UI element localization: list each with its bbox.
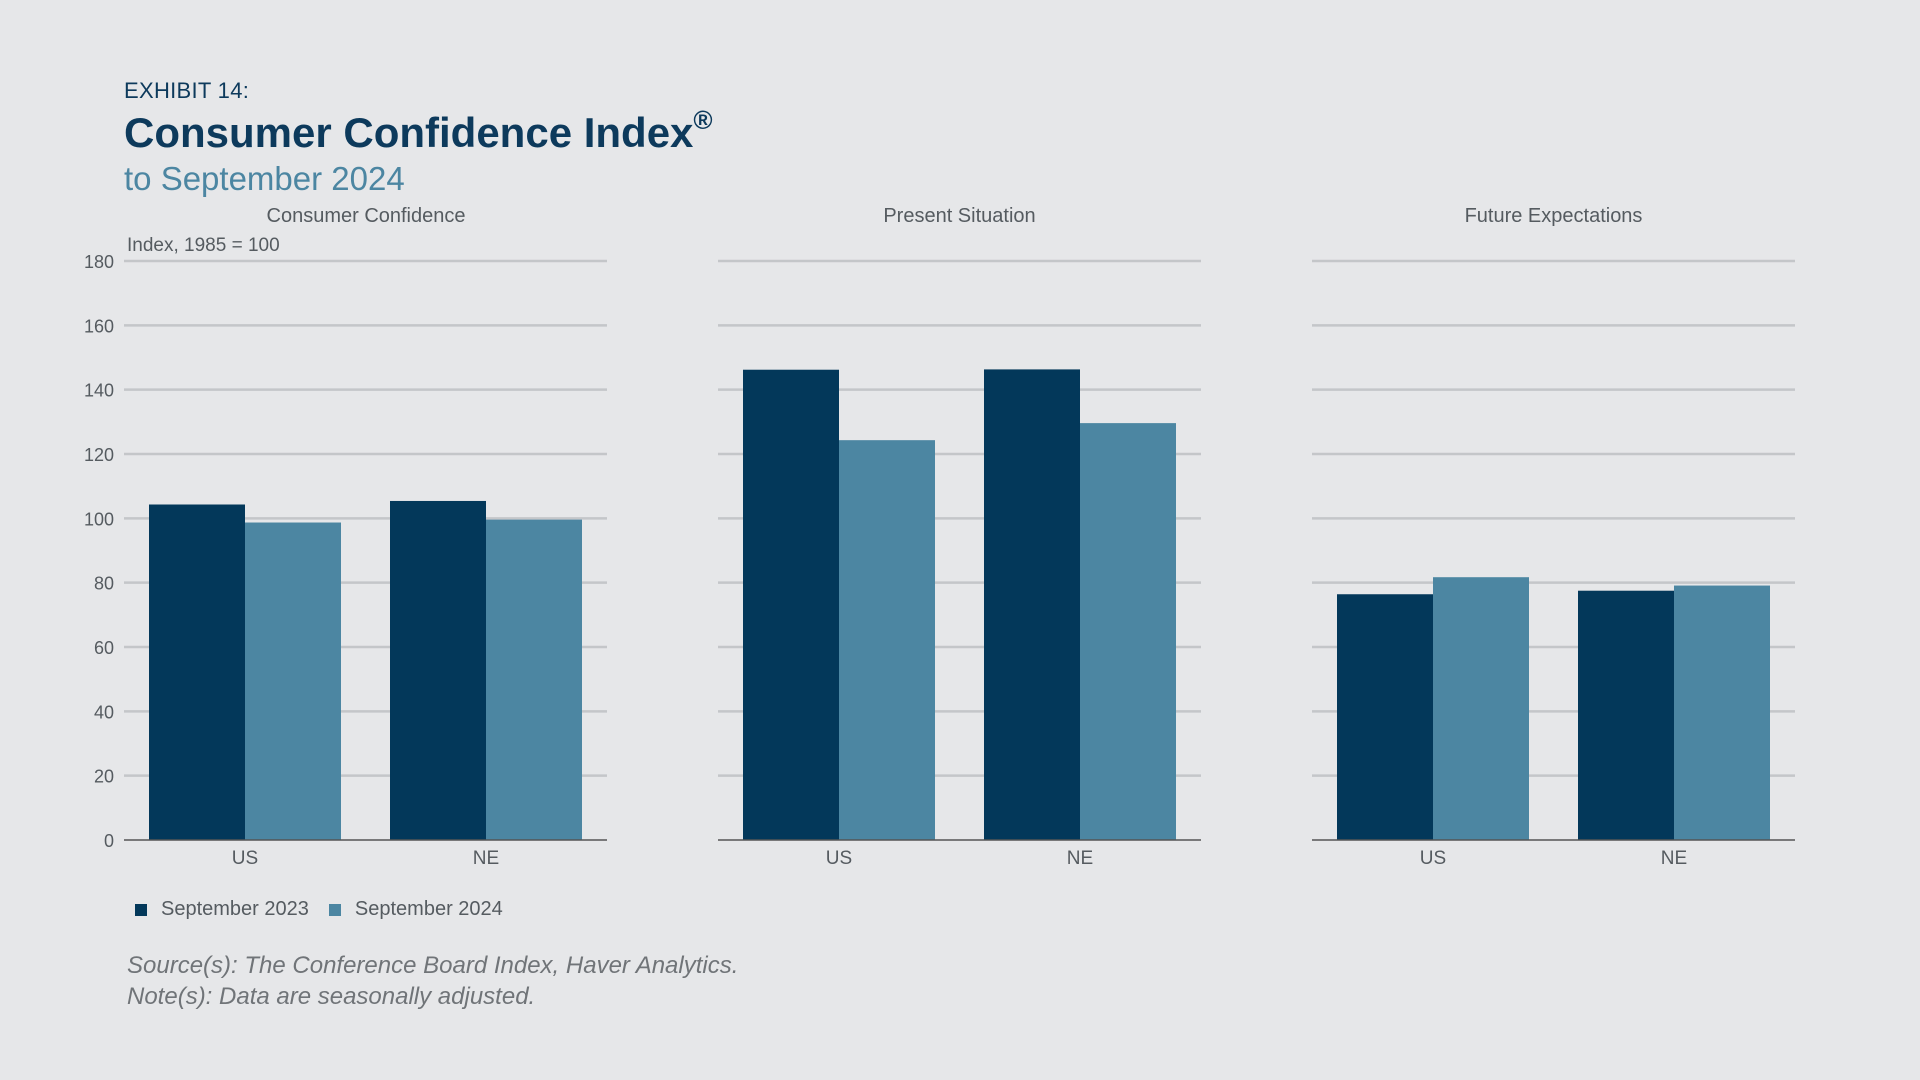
y-tick-label: 40 [94, 702, 114, 722]
bar [149, 504, 245, 840]
panel-title: Future Expectations [1465, 205, 1643, 227]
panel-title: Present Situation [883, 205, 1035, 227]
legend-item-sep-2023: September 2023 [135, 898, 309, 921]
bar [1080, 423, 1176, 840]
source-note: Source(s): The Conference Board Index, H… [127, 952, 739, 979]
bar [390, 500, 486, 840]
legend-label-sep-2023: September 2023 [161, 898, 309, 920]
legend: September 2023 September 2024 [135, 898, 523, 921]
y-tick-label: 120 [84, 445, 114, 465]
x-tick-label: US [826, 848, 852, 869]
x-tick-label: US [1420, 848, 1446, 869]
bar [1578, 590, 1674, 840]
y-axis-label: Index, 1985 = 100 [127, 235, 280, 256]
panel-title: Consumer Confidence [267, 205, 466, 227]
data-note: Note(s): Data are seasonally adjusted. [127, 983, 536, 1010]
registered-mark: ® [693, 105, 713, 135]
bar [1337, 594, 1433, 840]
legend-swatch-sep-2024 [328, 903, 341, 916]
bar [486, 519, 582, 840]
bar [743, 369, 839, 840]
bar [1674, 585, 1770, 840]
bar [984, 369, 1080, 840]
y-tick-label: 20 [94, 767, 114, 787]
legend-label-sep-2024: September 2024 [354, 898, 503, 920]
x-tick-label: NE [1661, 848, 1687, 869]
y-tick-label: 0 [104, 831, 114, 851]
x-tick-label: NE [1067, 848, 1093, 869]
legend-swatch-sep-2023 [135, 903, 147, 916]
y-tick-label: 80 [94, 574, 114, 594]
x-tick-label: US [232, 848, 258, 869]
chart-subtitle: to September 2024 [124, 160, 405, 198]
bar [245, 522, 341, 840]
chart-footer: Source(s): The Conference Board Index, H… [127, 950, 738, 1012]
bar [839, 440, 935, 840]
y-tick-label: 60 [94, 638, 114, 658]
title-text: Consumer Confidence Index [124, 109, 694, 156]
legend-item-sep-2024: September 2024 [328, 898, 503, 921]
y-tick-label: 100 [84, 509, 114, 529]
chart-header: EXHIBIT 14: Consumer Confidence Index® t… [124, 78, 713, 198]
y-tick-label: 180 [84, 252, 114, 272]
y-tick-label: 160 [84, 316, 114, 336]
bar [1433, 577, 1529, 840]
y-tick-label: 140 [84, 381, 114, 401]
x-tick-label: NE [473, 848, 499, 869]
chart-title: Consumer Confidence Index® [124, 106, 713, 156]
exhibit-label: EXHIBIT 14: [124, 78, 250, 103]
